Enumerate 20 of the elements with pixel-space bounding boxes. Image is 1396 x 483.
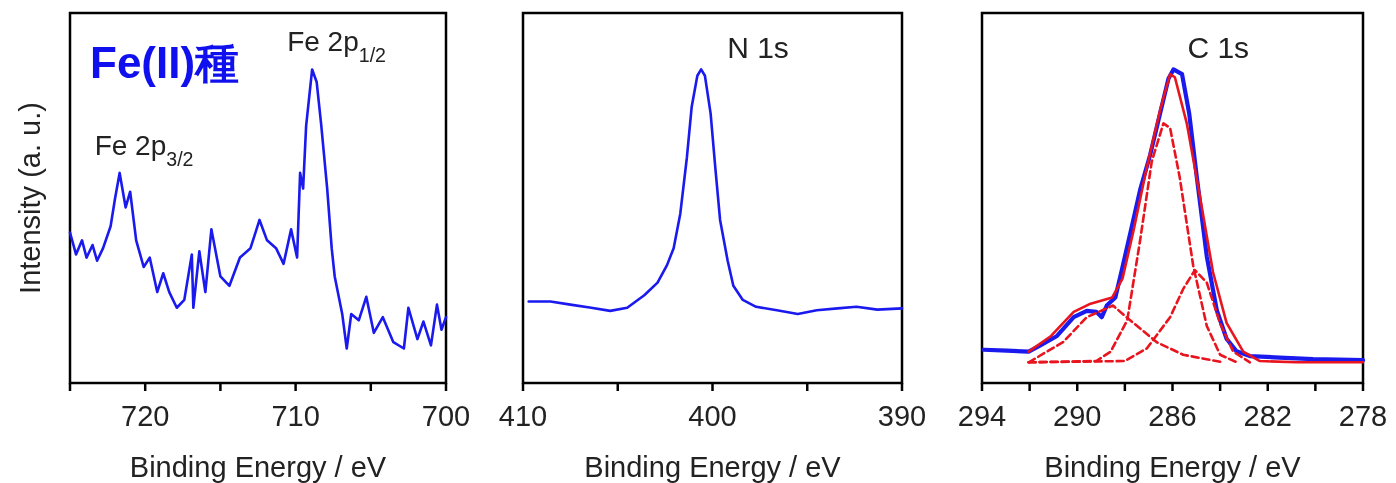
x-tick-label: 294: [957, 400, 1007, 432]
x-axis-title: Binding Energy / eV: [584, 451, 842, 483]
x-axis-title: Binding Energy / eV: [129, 451, 387, 483]
x-tick-label: 720: [121, 400, 170, 432]
x-tick-label: 278: [1338, 400, 1388, 432]
x-tick-label: 390: [877, 400, 927, 432]
x-tick-label: 400: [688, 400, 737, 432]
annotation: Fe 2p$_{3/2}$: [94, 129, 194, 170]
x-axis-title: Binding Energy / eV: [1044, 451, 1302, 483]
annotation: Fe 2p$_{1/2}$: [287, 26, 386, 67]
y-axis-title: Intensity (a. u.): [14, 102, 46, 294]
x-tick-label: 410: [498, 400, 548, 432]
chart-title: N 1s: [727, 31, 789, 64]
x-tick-label: 282: [1243, 400, 1292, 432]
x-tick-label: 286: [1148, 400, 1197, 432]
chart-title: C 1s: [1187, 31, 1250, 64]
x-tick-label: 290: [1053, 400, 1102, 432]
x-tick-label: 700: [421, 400, 471, 432]
x-tick-label: 710: [271, 400, 320, 432]
annotation: Fe(II)種: [90, 38, 240, 87]
